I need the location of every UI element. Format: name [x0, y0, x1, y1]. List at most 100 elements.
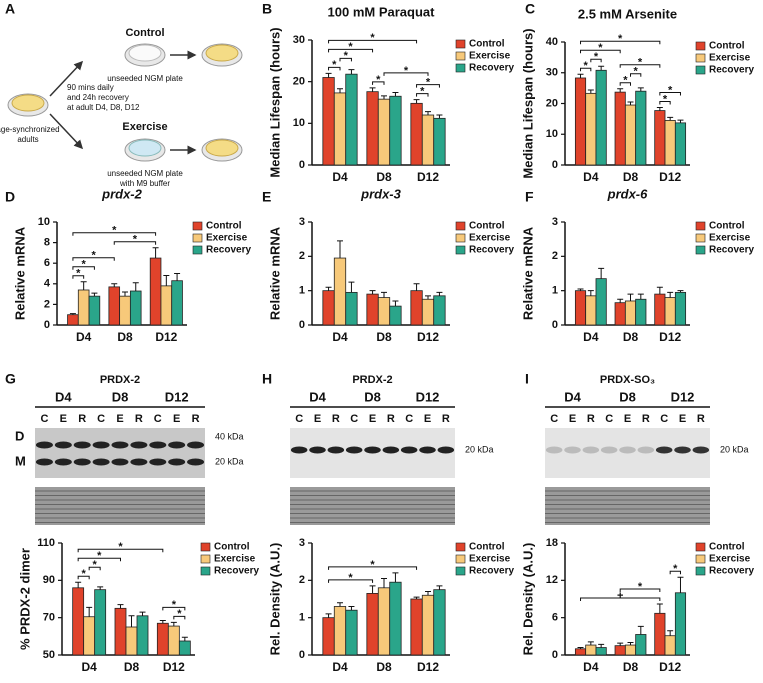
- error-bar: [598, 267, 605, 279]
- x-tick-label: D4: [81, 660, 97, 674]
- significance-bracket: [162, 606, 186, 611]
- x-tick-label: D4: [583, 170, 599, 184]
- significance-bracket: [328, 579, 374, 583]
- blot-band: [54, 441, 72, 449]
- blot-band: [364, 446, 381, 454]
- blot-band: [168, 441, 186, 449]
- blot-band: [564, 446, 581, 454]
- error-bar: [413, 283, 420, 291]
- legend-label: Control: [469, 39, 505, 50]
- y-tick-label: 6: [552, 612, 558, 624]
- error-bar: [348, 605, 355, 611]
- bar: [160, 285, 173, 326]
- blot-band: [35, 441, 53, 449]
- error-bar: [577, 288, 584, 291]
- bar: [377, 587, 391, 656]
- bar: [421, 114, 435, 166]
- significance-bracket: [328, 48, 374, 53]
- blot-band: [168, 458, 186, 466]
- y-tick-label: 6: [44, 257, 50, 269]
- significance-bracket: [619, 82, 631, 86]
- y-tick-label: 2: [552, 250, 558, 262]
- schematic: A age-synchronized adults 90 mins daily …: [0, 1, 243, 188]
- panel-letter: A: [5, 1, 15, 17]
- bar: [624, 300, 637, 326]
- x-tick-label: D4: [332, 660, 348, 674]
- error-bar: [325, 72, 332, 78]
- legend-label: Exercise: [709, 554, 751, 565]
- bar: [674, 592, 687, 656]
- x-tick-label: D12: [659, 330, 681, 344]
- blot-group: D4: [309, 389, 326, 404]
- x-tick-label: D8: [376, 330, 392, 344]
- legend-swatch: [695, 566, 706, 576]
- error-bar: [128, 615, 135, 627]
- legend-label: Control: [709, 221, 745, 232]
- y-axis-label: Relative mRNA: [520, 226, 535, 320]
- bar: [421, 298, 435, 326]
- blot-band: [582, 446, 600, 454]
- blot-band: [309, 446, 326, 454]
- error-bar: [392, 92, 399, 97]
- water: [128, 139, 162, 157]
- plate: [128, 44, 162, 62]
- blot-group: D8: [364, 389, 381, 404]
- bar: [171, 280, 183, 326]
- y-tick-label: 3: [299, 537, 305, 549]
- x-tick-label: D8: [117, 330, 133, 344]
- bar: [635, 634, 647, 656]
- bar: [654, 293, 666, 326]
- panel-letter: E: [262, 189, 271, 205]
- significance-label: *: [112, 225, 117, 237]
- error-bar: [337, 602, 343, 607]
- error-bar: [159, 619, 166, 624]
- bar: [345, 609, 358, 656]
- kda-label: 20 kDa: [465, 444, 494, 454]
- error-bar: [677, 119, 684, 123]
- significance-label: *: [404, 65, 409, 77]
- bar: [664, 635, 676, 656]
- blot-band: [149, 458, 167, 466]
- blot-band: [130, 441, 148, 449]
- blot-lane: E: [569, 413, 576, 425]
- significance-label: *: [82, 259, 87, 271]
- y-tick-label: 90: [43, 574, 55, 586]
- blot-lane: C: [350, 413, 358, 425]
- x-tick-label: D12: [417, 660, 439, 674]
- bar: [574, 648, 587, 656]
- chart-title: prdx-3: [360, 186, 402, 201]
- blot-band: [130, 458, 148, 466]
- significance-label: *: [638, 57, 643, 69]
- error-bar: [348, 69, 355, 75]
- significance-label: *: [584, 60, 589, 72]
- blot-group: D8: [112, 389, 129, 404]
- y-tick-label: 0: [299, 649, 305, 661]
- bar: [119, 295, 131, 326]
- bar: [72, 587, 85, 656]
- significance-label: *: [420, 85, 425, 97]
- legend-swatch: [200, 542, 211, 552]
- bar: [377, 297, 391, 326]
- significance-label: *: [344, 50, 349, 62]
- legend-swatch: [455, 63, 466, 73]
- significance-bracket: [339, 57, 352, 62]
- label: with M9 buffer: [119, 179, 170, 188]
- y-tick-label: 0: [299, 159, 305, 171]
- bar: [333, 257, 347, 326]
- y-tick-label: 0: [299, 319, 305, 331]
- legend-label: Exercise: [469, 51, 511, 62]
- error-bar: [325, 613, 332, 618]
- legend-swatch: [695, 53, 706, 63]
- legend-label: Recovery: [214, 566, 259, 577]
- error-bar: [369, 290, 376, 295]
- legend-swatch: [455, 245, 466, 255]
- blot-group: D12: [165, 389, 189, 404]
- bar: [664, 120, 676, 166]
- loading-control: [290, 487, 455, 525]
- bar: [574, 77, 587, 166]
- bar: [635, 90, 647, 166]
- blot-band: [545, 446, 563, 454]
- blot-title: PRDX-2: [352, 374, 392, 386]
- y-tick-label: 10: [546, 128, 558, 140]
- x-tick-label: D8: [124, 660, 140, 674]
